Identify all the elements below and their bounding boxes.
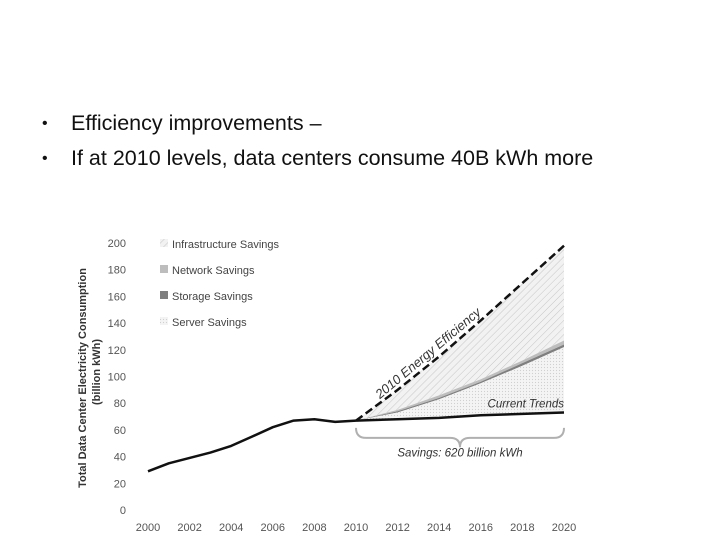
- x-tick-label: 2006: [261, 522, 285, 534]
- current-trends-line: [355, 411, 565, 422]
- savings-annotation: Savings: 620 billion kWh: [397, 448, 522, 460]
- x-tick-label: 2010: [344, 522, 368, 534]
- x-axis: 2000 2002 2004 2006 2008 2010 2012 2014 2016 2018…: [136, 522, 576, 534]
- savings-brace: [355, 427, 565, 448]
- bullet-dot-icon: •: [42, 150, 48, 167]
- x-tick-label: 2002: [177, 522, 201, 534]
- x-tick-label: 2018: [510, 522, 534, 534]
- bullet-item: • If at 2010 levels, data centers consum…: [42, 141, 682, 176]
- current-trends-annotation: Current Trends: [488, 399, 565, 411]
- y-tick-label: 20: [114, 478, 126, 490]
- x-tick-label: 2000: [136, 522, 160, 534]
- legend-label: Network Savings: [172, 265, 255, 277]
- y-axis-label-line1: Total Data Center Electricity Consumptio…: [77, 268, 89, 488]
- bullet-list: • Efficiency improvements – • If at 2010…: [42, 106, 682, 176]
- x-tick-label: 2008: [302, 522, 326, 534]
- x-tick-label: 2016: [469, 522, 493, 534]
- infrastructure-savings-area: [356, 245, 564, 421]
- y-tick-label: 180: [108, 265, 126, 277]
- savings-areas: [356, 245, 564, 421]
- y-tick-label: 80: [114, 398, 126, 410]
- server-savings-area: [356, 347, 564, 421]
- efficiency-2010-line: [355, 244, 565, 422]
- y-tick-label: 40: [114, 452, 126, 464]
- legend-label: Infrastructure Savings: [172, 239, 279, 251]
- y-tick-label: 100: [108, 372, 126, 384]
- bullet-item: • Efficiency improvements –: [42, 106, 682, 141]
- y-tick-label: 140: [108, 318, 126, 330]
- x-tick-label: 2020: [552, 522, 576, 534]
- historical-line: [147, 417, 357, 473]
- legend-swatch: [160, 291, 168, 299]
- legend-swatch: [160, 239, 168, 247]
- x-tick-label: 2012: [385, 522, 409, 534]
- y-tick-label: 120: [108, 345, 126, 357]
- legend: Infrastructure Savings Network Savings Sto…: [160, 239, 279, 329]
- legend-swatch: [160, 317, 168, 325]
- series-lines: [147, 244, 565, 473]
- y-tick-label: 160: [108, 291, 126, 303]
- y-axis-label-line2: (billion kWh): [91, 339, 103, 405]
- legend-label: Server Savings: [172, 317, 247, 329]
- y-tick-label: 200: [108, 238, 126, 250]
- bullet-text: If at 2010 levels, data centers consume …: [71, 146, 594, 170]
- y-tick-label: 0: [120, 505, 126, 517]
- x-tick-label: 2014: [427, 522, 451, 534]
- bullet-dot-icon: •: [42, 115, 48, 132]
- x-tick-label: 2004: [219, 522, 243, 534]
- legend-label: Storage Savings: [172, 291, 253, 303]
- bullet-text: Efficiency improvements –: [71, 111, 322, 135]
- legend-swatch: [160, 265, 168, 273]
- y-tick-label: 60: [114, 425, 126, 437]
- y-axis: 0 20 40 60 80 100 120 140 160 180 200: [108, 238, 126, 517]
